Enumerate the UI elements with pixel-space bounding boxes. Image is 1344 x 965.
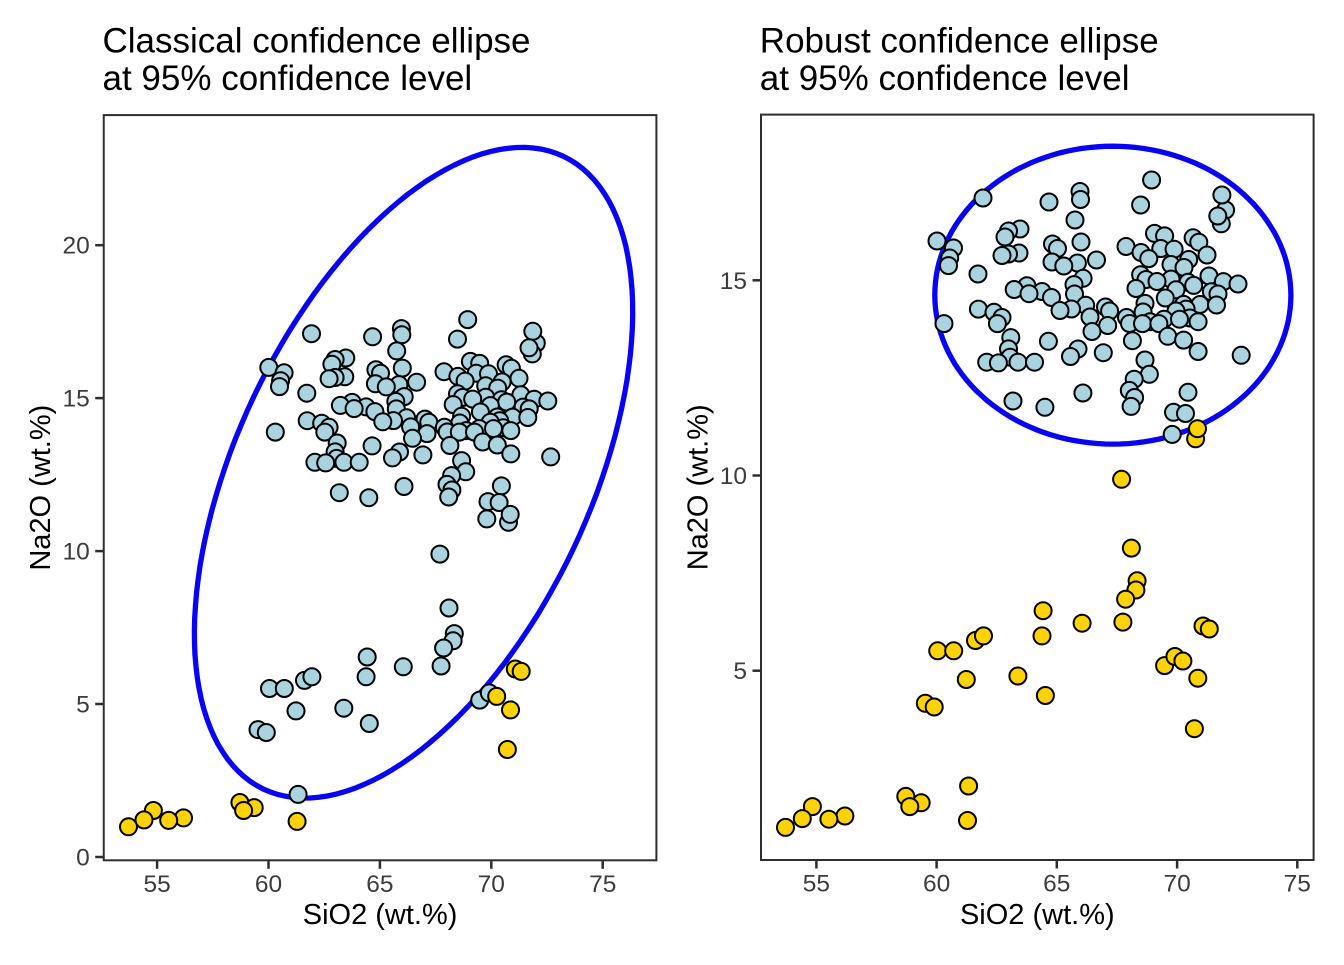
svg-text:5: 5	[733, 658, 747, 685]
svg-text:60: 60	[255, 871, 282, 898]
svg-text:55: 55	[143, 871, 170, 898]
svg-text:Classical confidence ellipse: Classical confidence ellipse	[103, 22, 531, 61]
svg-text:SiO2 (wt.%): SiO2 (wt.%)	[960, 899, 1115, 931]
svg-text:75: 75	[589, 871, 616, 898]
svg-text:15: 15	[720, 268, 747, 295]
svg-text:10: 10	[63, 539, 90, 566]
svg-text:Na2O (wt.%): Na2O (wt.%)	[682, 404, 714, 570]
svg-text:SiO2 (wt.%): SiO2 (wt.%)	[303, 899, 458, 931]
svg-text:65: 65	[1043, 871, 1070, 898]
svg-text:65: 65	[366, 871, 393, 898]
svg-text:70: 70	[1163, 871, 1190, 898]
svg-text:0: 0	[76, 845, 90, 872]
svg-text:70: 70	[478, 871, 505, 898]
svg-text:20: 20	[63, 233, 90, 260]
svg-text:5: 5	[76, 692, 90, 719]
svg-text:Na2O (wt.%): Na2O (wt.%)	[25, 405, 57, 571]
svg-text:60: 60	[923, 871, 950, 898]
svg-text:at 95% confidence level: at 95% confidence level	[103, 59, 473, 98]
svg-text:75: 75	[1284, 871, 1311, 898]
svg-text:15: 15	[63, 386, 90, 413]
svg-text:Robust confidence ellipse: Robust confidence ellipse	[760, 22, 1159, 61]
svg-text:55: 55	[803, 871, 830, 898]
svg-text:10: 10	[720, 463, 747, 490]
svg-text:at 95% confidence level: at 95% confidence level	[760, 59, 1130, 98]
